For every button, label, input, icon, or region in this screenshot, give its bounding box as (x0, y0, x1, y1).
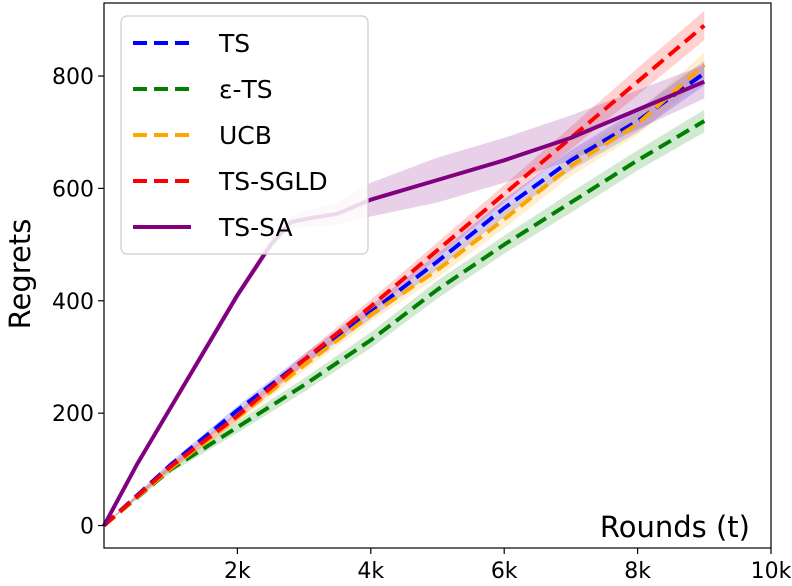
x-tick-label: 6k (491, 559, 518, 584)
x-tick-label: 4k (357, 559, 384, 584)
y-tick-label: 800 (52, 65, 94, 90)
plot-area-border (103, 2, 772, 549)
series-line-0 (102, 71, 706, 528)
y-tick-label: 600 (52, 177, 94, 202)
y-tick-label: 0 (80, 515, 94, 540)
series-lines (102, 23, 706, 528)
band-4 (104, 64, 705, 526)
series-line-1 (102, 119, 706, 528)
legend-label: TS (218, 29, 250, 58)
x-axis-label: Rounds (t) (600, 510, 750, 544)
legend-label: TS-SGLD (218, 167, 328, 196)
x-tick-label: 8k (624, 559, 651, 584)
legend-label: ε-TS (219, 75, 273, 104)
legend: TS ε-TS UCB TS-SGLD TS-SA (120, 15, 369, 255)
plot-frame (103, 2, 772, 549)
x-tick-label: 10k (751, 559, 792, 584)
y-axis-ticks: 0 200 400 600 800 (52, 65, 104, 540)
legend-label: UCB (219, 121, 272, 150)
y-axis-label: Regrets (3, 219, 37, 330)
band-3 (104, 10, 705, 526)
legend-label: TS-SA (218, 213, 293, 242)
y-tick-label: 400 (52, 290, 94, 315)
series-line-3 (102, 23, 706, 528)
x-tick-label: 2k (224, 559, 251, 584)
x-axis-ticks: 2k 4k 6k 8k 10k (224, 548, 792, 584)
y-tick-label: 200 (52, 402, 94, 427)
legend-box (120, 15, 369, 255)
